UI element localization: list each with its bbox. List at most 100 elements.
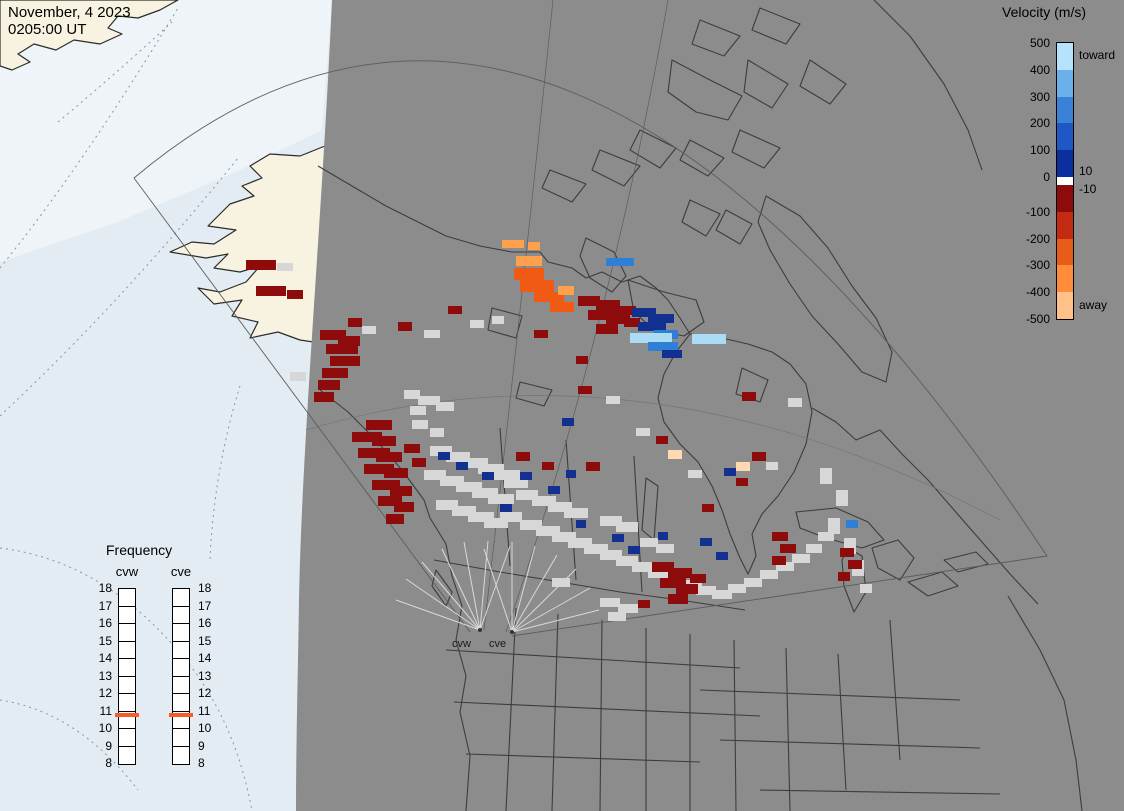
velocity-data-cell	[558, 286, 574, 295]
velocity-data-cell	[772, 556, 786, 565]
frequency-tick-label: 10	[198, 721, 212, 735]
radar-beam-fan	[395, 540, 600, 633]
velocity-data-cell	[568, 538, 592, 548]
velocity-data-cell	[520, 472, 532, 480]
velocity-data-cell	[660, 578, 686, 588]
velocity-data-cell	[632, 308, 656, 317]
velocity-data-cell	[500, 512, 522, 522]
velocity-data-cell	[600, 598, 620, 607]
night-region	[296, 0, 1124, 811]
velocity-data-cell	[578, 386, 592, 394]
velocity-data-cell	[504, 478, 528, 488]
frequency-scale-segment	[173, 712, 189, 729]
velocity-data-cell	[520, 280, 554, 292]
lake-superior	[795, 507, 885, 549]
frequency-scale-segment	[119, 642, 135, 659]
velocity-data-cell	[606, 258, 634, 266]
velocity-data-cell	[630, 333, 672, 343]
velocity-data-cell	[688, 470, 702, 478]
arctic-island	[743, 59, 789, 109]
radar-fov-boundary	[133, 0, 1048, 637]
radar-site-cvw-dot	[478, 628, 482, 632]
fov-meridian	[505, 0, 669, 633]
velocity-data-cell	[542, 462, 554, 470]
velocity-data-cell	[668, 450, 682, 459]
velocity-data-cell	[608, 612, 626, 621]
colorbar-segment	[1057, 43, 1073, 70]
velocity-data-cell	[438, 452, 450, 460]
velocity-data-cell	[410, 406, 426, 415]
great-bear-lake	[487, 307, 523, 339]
hudson-bay-outline	[657, 333, 813, 575]
baffin-island	[757, 195, 893, 383]
siberia-land	[0, 0, 179, 71]
velocity-tick-label: -100	[1025, 204, 1050, 219]
velocity-data-cell	[398, 322, 412, 331]
velocity-data-cell	[612, 534, 624, 542]
frequency-scale-segment	[119, 729, 135, 747]
labrador-coast	[811, 407, 1039, 605]
atlantic-coast	[1007, 595, 1083, 811]
velocity-data-cell	[628, 546, 640, 554]
velocity-data-cell	[514, 268, 544, 280]
velocity-data-cell	[318, 380, 340, 390]
velocity-data-cell	[536, 526, 560, 536]
frequency-tick-label: 13	[98, 668, 112, 683]
velocity-data-cell	[384, 468, 408, 478]
velocity-data-cell	[548, 502, 572, 512]
frequency-scale-segment	[173, 589, 189, 607]
velocity-data-cell	[418, 396, 440, 405]
toward-label: toward	[1079, 48, 1116, 62]
velocity-tick-label: -400	[1025, 285, 1050, 300]
frequency-tick-label: 11	[198, 703, 211, 718]
velocity-data-cell	[696, 586, 716, 595]
velocity-data-cell	[500, 504, 512, 512]
latitude-arc	[305, 395, 1001, 521]
velocity-data-cell	[390, 486, 412, 496]
velocity-data-cell	[606, 396, 620, 404]
map-coastline-outlines	[317, 0, 1083, 811]
velocity-data-cell	[566, 470, 576, 478]
frequency-scale-cvw	[115, 588, 139, 765]
velocity-data-cell	[744, 578, 762, 587]
velocity-data-cell	[640, 538, 658, 547]
velocity-data-cell	[840, 548, 854, 557]
frequency-scale-segment	[119, 747, 135, 765]
frequency-scale-segment	[173, 694, 189, 712]
frequency-tick-label: 9	[105, 738, 112, 753]
velocity-data-cell	[618, 604, 638, 613]
colorbar-segment	[1057, 265, 1073, 293]
velocity-data-cell	[596, 324, 618, 334]
date-label: November, 4 2023	[8, 4, 131, 21]
state-border	[699, 689, 961, 701]
away-label: away	[1079, 298, 1108, 312]
velocity-data-cell	[484, 518, 508, 528]
state-border	[505, 607, 517, 811]
frequency-tick-label: 16	[198, 616, 212, 630]
velocity-data-cell	[846, 520, 858, 528]
velocity-data-cell	[528, 242, 540, 250]
frequency-tick-label: 8	[198, 756, 205, 770]
velocity-tick-label: 300	[1029, 89, 1050, 104]
frequency-column-cvw: cvw	[115, 564, 139, 579]
melville-island	[591, 149, 641, 187]
velocity-data-cell	[624, 318, 640, 327]
velocity-data-cell	[430, 428, 444, 437]
us-canada-border	[433, 559, 746, 611]
velocity-data-cell	[516, 452, 530, 461]
frequency-tick-label: 15	[98, 633, 112, 648]
velocity-data-cell	[600, 550, 622, 560]
frequency-scale-segment	[119, 694, 135, 712]
velocity-data-cell	[596, 300, 620, 310]
velocity-tick-label: 200	[1029, 116, 1050, 131]
time-label: 0205:00 UT	[8, 21, 87, 38]
radar-site-label-cve: cve	[489, 638, 506, 650]
frequency-scale-segment	[119, 607, 135, 624]
velocity-data-cells-layer	[246, 240, 872, 621]
velocity-data-cell	[736, 478, 748, 486]
fov-outline	[133, 60, 1048, 637]
velocity-data-cell	[456, 462, 468, 470]
velocity-data-cell	[772, 532, 788, 541]
devon-island	[731, 129, 781, 169]
